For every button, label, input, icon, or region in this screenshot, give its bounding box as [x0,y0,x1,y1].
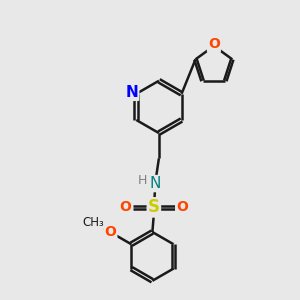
Text: O: O [208,38,220,52]
Text: O: O [176,200,188,214]
Text: N: N [150,176,161,191]
Text: O: O [120,200,132,214]
Text: S: S [148,198,160,216]
Text: CH₃: CH₃ [82,216,104,229]
Text: N: N [125,85,138,100]
Text: O: O [104,225,116,239]
Text: H: H [138,174,148,187]
